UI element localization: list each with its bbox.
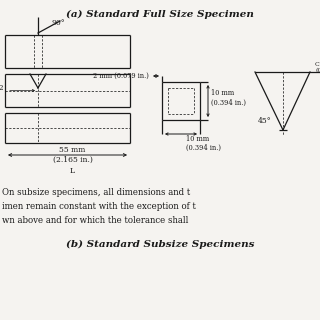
Text: 45°: 45° [258, 117, 272, 125]
Text: 10 mm
(0.394 in.): 10 mm (0.394 in.) [211, 89, 246, 107]
Text: L: L [70, 167, 75, 175]
Text: On subsize specimens, all dimensions and t: On subsize specimens, all dimensions and… [2, 188, 190, 197]
Text: (2.165 in.): (2.165 in.) [52, 156, 92, 164]
Text: 2: 2 [0, 84, 3, 92]
Text: (a) Standard Full Size Specimen: (a) Standard Full Size Specimen [66, 10, 254, 19]
Text: 55 mm: 55 mm [59, 146, 86, 154]
Text: imen remain constant with the exception of t: imen remain constant with the exception … [2, 202, 196, 211]
Text: 2 mm (0.079 in.): 2 mm (0.079 in.) [93, 72, 149, 80]
Text: 10 mm
(0.394 in.): 10 mm (0.394 in.) [186, 135, 221, 152]
Text: (b) Standard Subsize Specimens: (b) Standard Subsize Specimens [66, 240, 254, 249]
Text: wn above and for which the tolerance shall: wn above and for which the tolerance sha… [2, 216, 188, 225]
Text: 90°: 90° [52, 19, 66, 27]
Text: C
(0.0: C (0.0 [315, 62, 320, 73]
